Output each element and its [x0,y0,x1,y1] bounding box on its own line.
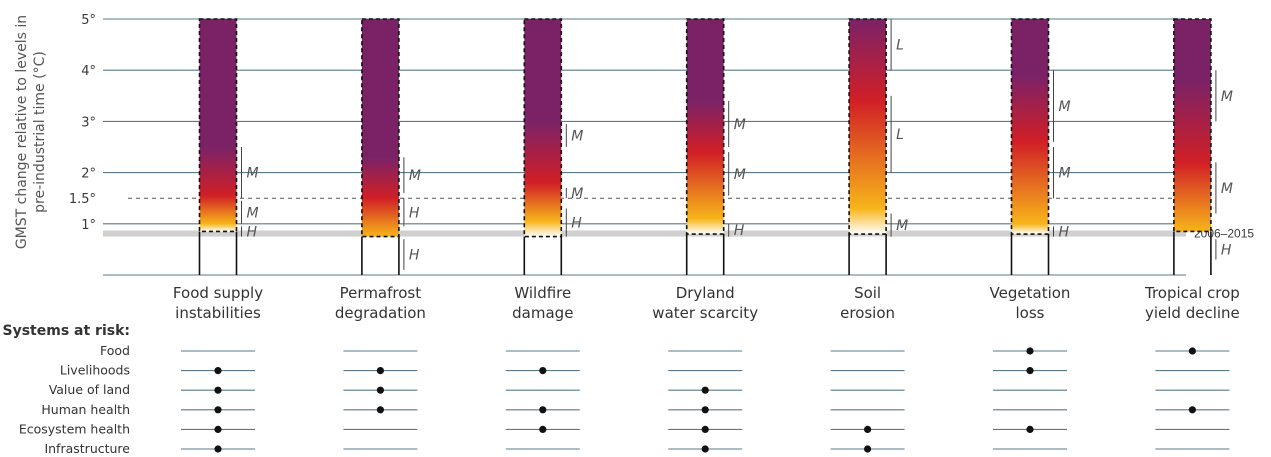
category-label: Tropical crop [1144,284,1240,302]
category-label: Food supply [173,284,263,302]
risk-bar-outline [523,18,563,238]
system-risk-dot [539,367,547,375]
system-risk-dot [214,367,222,375]
system-row-label: Food [100,343,130,358]
reference-band [103,230,1186,237]
confidence-label: M [734,117,746,133]
confidence-label: M [1059,99,1071,115]
confidence-label: M [896,218,908,234]
confidence-label: H [409,205,420,221]
system-risk-dot [864,445,872,453]
system-row-label: Infrastructure [44,441,130,456]
confidence-label: H [247,224,258,240]
category-label: Dryland [676,284,735,302]
risk-bar [524,19,562,237]
system-risk-dot [376,386,384,394]
y-tick-label: 3° [81,115,96,130]
y-axis-label-line1: GMST change relative to levels in [14,15,30,249]
system-risk-dot [701,406,709,414]
confidence-label: L [896,38,904,54]
confidence-label: H [734,223,745,239]
confidence-label: H [1059,224,1070,240]
confidence-label: M [409,168,421,184]
confidence-label: M [247,205,259,221]
y-tick-label: 1° [81,218,96,233]
category-label: Vegetation [990,284,1071,302]
system-risk-dot [214,445,222,453]
category-label: Soil [854,284,881,302]
risk-bar [199,19,237,232]
risk-bar-outline [1173,18,1212,233]
category-label: damage [512,304,573,322]
system-risk-dot [214,386,222,394]
risk-bar [361,19,399,237]
category-label: Permafrost [340,284,422,302]
system-row-label: Value of land [49,382,130,397]
system-risk-dot [701,425,709,433]
confidence-label: H [571,216,582,232]
y-tick-label: 5° [81,13,96,28]
system-row-label: Ecosystem health [19,421,130,436]
confidence-label: M [1221,89,1233,105]
category-label: yield decline [1145,304,1240,322]
system-risk-dot [376,406,384,414]
confidence-label: L [896,127,904,143]
confidence-label: M [1059,166,1071,182]
confidence-label: M [571,128,583,144]
risk-bar-outline [198,18,238,233]
system-risk-dot [1026,425,1034,433]
system-risk-dot [864,425,872,433]
category-label: loss [1016,304,1045,322]
system-row-label: Human health [41,402,130,417]
y-tick-label: 4° [81,64,96,79]
system-risk-dot [701,445,709,453]
risk-bar [849,19,887,235]
systems-title: Systems at risk: [3,323,130,339]
risk-bar-outline [361,18,400,238]
category-label: erosion [840,304,895,322]
confidence-label: H [1221,242,1232,258]
y-axis-label-line2: pre-industrial time (°C) [32,51,48,213]
category-label: degradation [335,304,426,322]
system-risk-dot [1026,347,1034,355]
confidence-label: M [734,167,746,183]
risk-bar [686,19,724,235]
category-label: Wildfire [514,284,571,302]
system-risk-dot [214,406,222,414]
system-risk-dot [539,425,547,433]
system-risk-dot [1188,347,1196,355]
confidence-label: M [247,166,259,182]
y-tick-label: 1.5° [69,192,96,207]
system-row-label: Livelihoods [60,363,130,378]
system-risk-dot [539,406,547,414]
category-label: water scarcity [652,304,758,322]
system-risk-dot [376,367,384,375]
system-risk-dot [701,386,709,394]
confidence-label: M [1221,181,1233,197]
confidence-label: H [409,248,420,264]
system-risk-dot [1026,367,1034,375]
risk-bar [1011,19,1049,235]
category-label: instabilities [175,304,261,322]
system-risk-dot [1188,406,1196,414]
y-tick-label: 2° [81,167,96,182]
confidence-label: M [571,186,583,202]
risk-bar [1173,19,1211,232]
system-risk-dot [214,425,222,433]
